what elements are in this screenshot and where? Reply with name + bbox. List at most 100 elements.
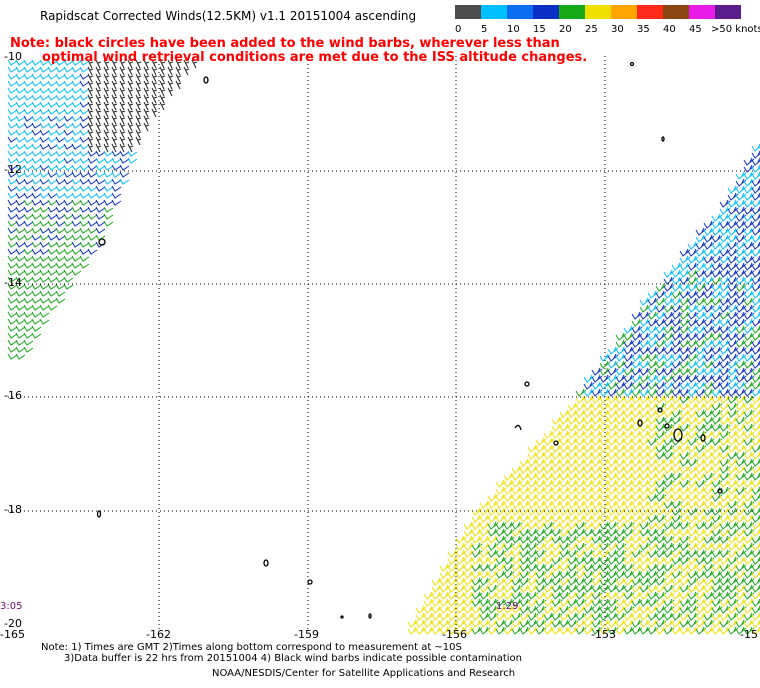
wind-barb [631, 367, 643, 376]
wind-barb [679, 374, 691, 383]
wind-barb [567, 598, 579, 607]
wind-barb [711, 395, 723, 404]
wind-barb [631, 325, 643, 334]
wind-barb [687, 395, 699, 404]
wind-barb [95, 199, 106, 206]
wind-barb [15, 332, 26, 339]
island [717, 488, 723, 494]
wind-barb [79, 227, 90, 234]
wind-barb [743, 563, 755, 572]
wind-barb [511, 500, 523, 509]
wind-barb [511, 605, 523, 614]
wind-barb [7, 248, 18, 255]
wind-barb [647, 311, 659, 320]
wind-barb [671, 332, 683, 341]
wind-barb [455, 556, 467, 565]
wind-barb [567, 556, 579, 565]
wind-barb [647, 479, 659, 488]
wind-barb [575, 388, 587, 397]
wind-barb [519, 514, 531, 523]
wind-barb [103, 66, 110, 76]
wind-barb [519, 479, 531, 488]
wind-barb [527, 507, 539, 516]
wind-barb [743, 374, 755, 383]
wind-barb [671, 374, 683, 383]
wind-barb [631, 332, 643, 341]
wind-barb [599, 619, 611, 628]
wind-barb [31, 304, 42, 311]
wind-barb [551, 465, 563, 474]
wind-barb [639, 318, 651, 327]
wind-barb [551, 549, 563, 558]
wind-barb [735, 304, 747, 313]
wind-barb [599, 500, 611, 509]
wind-barb [663, 598, 675, 607]
wind-barb [663, 409, 675, 418]
wind-barb [703, 584, 715, 593]
wind-barb [575, 577, 587, 586]
wind-barb [655, 353, 667, 362]
wind-barb [527, 570, 539, 579]
wind-barb [135, 73, 142, 83]
wind-barb [679, 507, 691, 516]
wind-barb [727, 185, 739, 194]
wind-barb [647, 535, 659, 544]
wind-barb [127, 94, 134, 104]
wind-barb [559, 542, 571, 551]
wind-barb [79, 87, 90, 94]
wind-barb [31, 318, 42, 325]
wind-barb [655, 584, 667, 593]
wind-barb [55, 283, 66, 290]
wind-barb [703, 339, 715, 348]
wind-barb [695, 591, 707, 600]
wind-barb [55, 255, 66, 262]
wind-barb [655, 423, 667, 432]
wind-barb [735, 388, 747, 397]
wind-barb [687, 269, 699, 278]
wind-barb [543, 437, 555, 446]
wind-barb [711, 612, 723, 621]
wind-barb [23, 297, 34, 304]
wind-barb [127, 108, 134, 118]
wind-barb [695, 605, 707, 614]
wind-barb [487, 549, 499, 558]
wind-barb [735, 465, 747, 474]
legend-swatch [637, 5, 663, 19]
wind-barb [31, 66, 42, 73]
wind-barb [495, 605, 507, 614]
wind-barb [71, 192, 82, 199]
island [263, 559, 269, 567]
wind-barb [671, 283, 683, 292]
wind-barb [711, 283, 723, 292]
wind-barb [671, 514, 683, 523]
wind-barb [711, 535, 723, 544]
wind-barb [703, 458, 715, 467]
wind-barb [679, 535, 691, 544]
wind-barb [79, 192, 90, 199]
wind-barb [623, 479, 635, 488]
wind-barb [663, 507, 675, 516]
wind-barb [695, 311, 707, 320]
wind-barb [631, 514, 643, 523]
wind-barb [663, 339, 675, 348]
legend-swatch [663, 5, 689, 19]
wind-barb [575, 563, 587, 572]
wind-barb [591, 535, 603, 544]
wind-barb [615, 409, 627, 418]
wind-barb [679, 584, 691, 593]
wind-barb [655, 283, 667, 292]
wind-barb [543, 570, 555, 579]
wind-barb [719, 605, 731, 614]
wind-barb [95, 143, 102, 153]
wind-barb [671, 486, 683, 495]
wind-barb [15, 255, 26, 262]
wind-barb [479, 542, 491, 551]
wind-barb [95, 108, 102, 118]
wind-barb [479, 598, 491, 607]
wind-barb [671, 598, 683, 607]
wind-barb [103, 164, 114, 171]
wind-barb [727, 332, 739, 341]
wind-barb [695, 325, 707, 334]
wind-barb [687, 318, 699, 327]
wind-barb [703, 409, 715, 418]
